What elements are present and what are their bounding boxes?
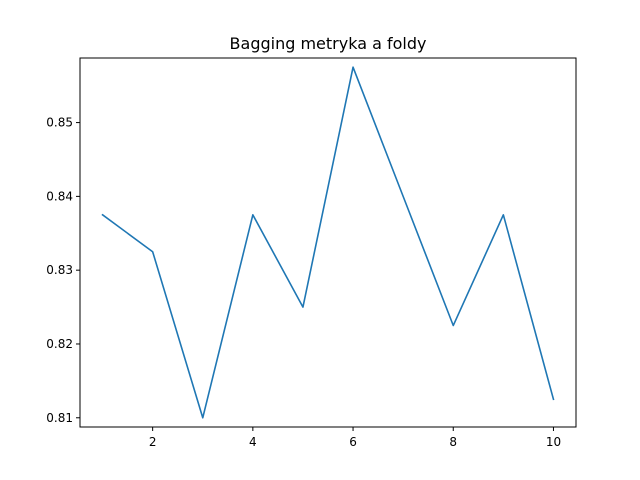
x-tick-label: 2 (149, 435, 157, 449)
x-tick-label: 8 (449, 435, 457, 449)
y-tick-label: 0.81 (46, 411, 73, 425)
plot-area (101, 66, 555, 419)
y-tick-label: 0.82 (46, 337, 73, 351)
axis-ticks: 2 4 6 8 10 0.81 0.82 0.83 0.84 0.85 (46, 116, 561, 449)
series-line-0 (101, 66, 555, 419)
y-tick-label: 0.84 (46, 189, 73, 203)
x-tick-label: 4 (249, 435, 257, 449)
x-tick-label: 10 (546, 435, 561, 449)
chart-title: Bagging metryka a foldy (230, 34, 427, 53)
axes-frame (79, 57, 577, 428)
y-tick-label: 0.83 (46, 263, 73, 277)
y-tick-label: 0.85 (46, 116, 73, 130)
x-tick-label: 6 (349, 435, 357, 449)
